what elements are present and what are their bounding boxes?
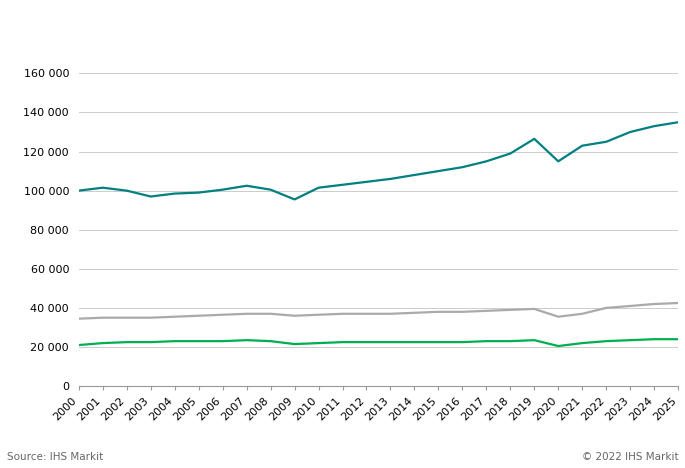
Text: Source: IHS Markit: Source: IHS Markit (7, 453, 103, 462)
Text: © 2022 IHS Markit: © 2022 IHS Markit (582, 453, 678, 462)
Text: Real GDP per capita (in USD): Real GDP per capita (in USD) (8, 15, 247, 30)
